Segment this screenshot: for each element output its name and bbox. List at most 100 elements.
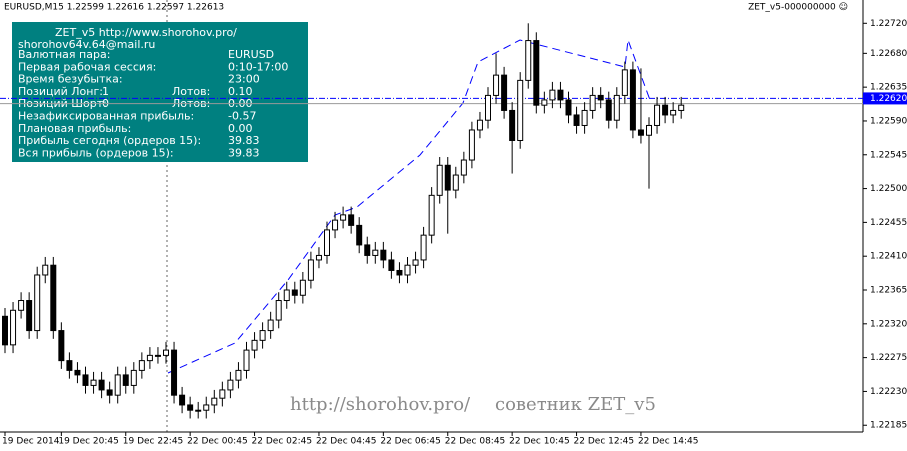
candle-body <box>10 309 17 346</box>
candle-body <box>138 360 145 371</box>
candle-body <box>203 404 210 411</box>
candle-body <box>589 94 596 111</box>
candle-body <box>637 129 644 136</box>
panel-cell: Прибыль сегодня (ордеров 15): <box>18 134 201 147</box>
candle-body <box>50 264 57 332</box>
candle-body <box>106 389 113 396</box>
expert-header: ZET_v5-000000000 ☺ <box>748 2 848 13</box>
candle-body <box>468 129 475 161</box>
zigzag <box>167 39 651 374</box>
candle-body <box>18 300 25 311</box>
candle-body <box>90 379 97 386</box>
y-tick-label: 1.22230 <box>870 387 907 397</box>
panel-cell: Лотов: <box>172 85 210 98</box>
candle-body <box>565 99 572 116</box>
candle-body <box>275 300 282 321</box>
candle-body <box>525 40 532 81</box>
y-tick-label: 1.22275 <box>870 353 907 363</box>
candle-body <box>58 330 65 362</box>
panel-cell: 1 <box>102 85 109 98</box>
candle-body <box>98 379 105 391</box>
candle-body <box>195 409 202 412</box>
panel-cell: 0.10 <box>228 85 253 98</box>
candle-body <box>171 349 178 396</box>
candle-body <box>621 69 628 96</box>
candle-body <box>332 219 339 231</box>
candle-body <box>251 339 258 351</box>
candle-body <box>380 249 387 261</box>
y-tick-label: 1.22185 <box>870 421 907 431</box>
x-tick-label: 19 Dec 22:45 <box>123 437 184 447</box>
x-tick-label: 22 Dec 04:45 <box>316 437 377 447</box>
candle-body <box>388 259 395 271</box>
panel-cell: 39.83 <box>228 134 260 147</box>
candle-body <box>428 194 435 236</box>
candle-body <box>187 404 194 411</box>
candle-body <box>396 269 403 276</box>
x-tick-label: 22 Dec 12:45 <box>574 437 635 447</box>
candle-body <box>420 234 427 261</box>
panel-cell: -0.57 <box>228 110 256 123</box>
candle-body <box>74 369 81 376</box>
candle-body <box>146 354 153 362</box>
price-label-box <box>863 92 907 105</box>
candle-body <box>501 74 508 111</box>
candle-body <box>460 159 467 176</box>
y-tick-label: 1.22635 <box>870 83 907 93</box>
candle-body <box>227 379 234 391</box>
candle-body <box>235 369 242 381</box>
candle-body <box>163 349 169 356</box>
candle-body <box>82 374 89 386</box>
panel-cell: 39.83 <box>228 146 260 159</box>
y-tick-label: 1.22680 <box>870 49 907 59</box>
candle-body <box>66 360 73 371</box>
y-tick-label: 1.22365 <box>870 286 907 296</box>
candle-body <box>291 289 298 296</box>
panel-cell: Время безубытка: <box>18 73 123 86</box>
candle-body <box>533 40 540 106</box>
y-tick-label: 1.22590 <box>870 116 907 126</box>
panel-cell: Валютная пара: <box>18 48 110 61</box>
candle-body <box>557 89 564 101</box>
info-panel <box>12 22 308 162</box>
candle-body <box>315 254 322 261</box>
candle-body <box>613 94 620 121</box>
panel-title: ZET_v5 http://www.shorohov.pro/ <box>55 26 237 39</box>
panel-cell: EURUSD <box>228 48 274 61</box>
candle-body <box>541 99 548 106</box>
candle-body <box>130 369 137 386</box>
panel-cell: 0:10-17:00 <box>228 60 288 73</box>
candle-body <box>179 394 186 406</box>
panel-cell: 23:00 <box>228 73 260 86</box>
x-tick-label: 22 Dec 00:45 <box>187 437 248 447</box>
y-tick-label: 1.22455 <box>870 218 907 228</box>
y-tick-label: 1.22500 <box>870 184 907 194</box>
panel-cell: Незафиксированная прибыль: <box>18 110 194 123</box>
candle-body <box>299 279 306 296</box>
candle-body <box>670 109 677 116</box>
candle-body <box>42 264 49 276</box>
price-label: 1.22620 <box>870 94 907 104</box>
candle-body <box>662 104 669 116</box>
candle-body <box>597 94 604 101</box>
candle-body <box>307 259 314 281</box>
candle-body <box>646 124 652 136</box>
symbol-header: EURUSD,M15 1.22599 1.22616 1.22597 1.226… <box>4 3 224 13</box>
candle-body <box>678 104 685 111</box>
panel-cell: Позиций Лонг: <box>18 85 103 98</box>
y-tick-label: 1.22320 <box>870 319 907 329</box>
x-tick-label: 22 Dec 10:45 <box>509 437 570 447</box>
candle-body <box>34 274 41 332</box>
candle-body <box>259 330 266 341</box>
y-tick-label: 1.22720 <box>870 19 907 29</box>
candle-body <box>283 289 290 302</box>
panel-email: shorohov64v.64@mail.ru <box>18 38 155 51</box>
panel-cell: 0.00 <box>228 122 253 135</box>
candle-body <box>372 249 379 256</box>
candle-body <box>476 119 483 131</box>
x-tick-label: 19 Dec 2014 <box>2 437 60 447</box>
candle-body <box>324 229 330 256</box>
candle-body <box>581 109 588 126</box>
